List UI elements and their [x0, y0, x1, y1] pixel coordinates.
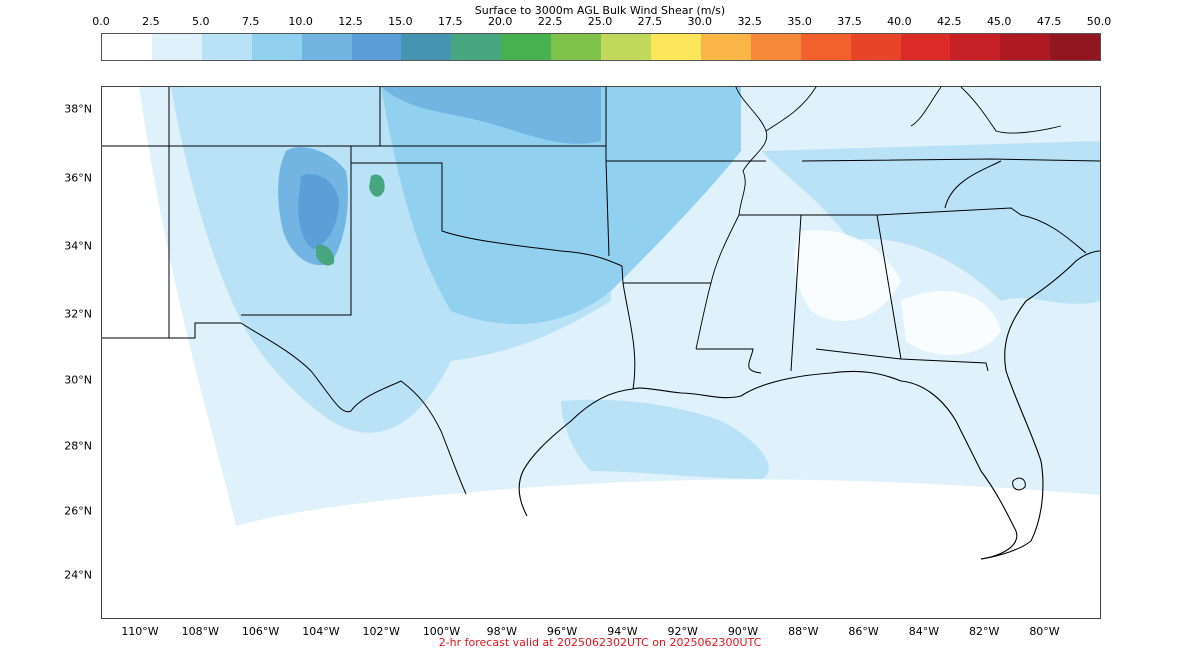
colorbar-swatch: [800, 34, 851, 60]
shear-max-1: [316, 244, 335, 266]
coastline-texas: [518, 388, 634, 517]
colorbar-swatch: [102, 34, 152, 60]
longitude-label: 80°W: [1029, 625, 1060, 638]
colorbar-swatch: [850, 34, 901, 60]
latitude-label: 28°N: [64, 439, 92, 453]
colorbar-tick-label: 42.5: [937, 15, 962, 28]
colorbar-swatch: [750, 34, 801, 60]
coastline-gulf: [632, 370, 1018, 560]
longitude-label: 86°W: [848, 625, 879, 638]
colorbar-tick-label: 7.5: [241, 15, 260, 28]
longitude-label: 104°W: [302, 625, 340, 638]
latitude-label: 30°N: [64, 373, 92, 387]
colorbar-tick-label: 2.5: [142, 15, 160, 28]
shear-low-ms: [794, 230, 901, 321]
longitude-label: 100°W: [422, 625, 461, 638]
colorbar-tick-label: 32.5: [737, 15, 762, 28]
forecast-valid-text: 2-hr forecast valid at 2025062302UTC on …: [438, 636, 762, 649]
river-ohio: [765, 87, 817, 132]
colorbar-tick-label: 27.5: [637, 15, 663, 28]
colorbar-swatch: [601, 34, 651, 60]
colorbar-swatch: [551, 34, 602, 60]
colorbar-swatch: [201, 34, 252, 60]
colorbar-tick-label: 17.5: [438, 15, 463, 28]
longitude-label: 110°W: [121, 625, 159, 638]
colorbar-tick-label: 5.0: [192, 15, 210, 28]
colorbar-swatch: [1050, 34, 1101, 60]
colorbar-swatch: [900, 34, 951, 60]
colorbar-swatch: [301, 34, 352, 60]
colorbar-tick-label: 35.0: [787, 15, 812, 28]
colorbar-tick-label: 25.0: [587, 15, 613, 28]
lake-okeechobee: [1012, 477, 1026, 491]
colorbar-swatch: [501, 34, 552, 60]
map-panel: [101, 86, 1101, 619]
state-borders-northeast: [910, 87, 1062, 134]
colorbar-swatch: [451, 34, 502, 60]
latitude-label: 34°N: [64, 239, 92, 253]
shear-low-ga: [901, 291, 1001, 355]
colorbar-swatch: [1000, 34, 1051, 60]
longitude-label: 108°W: [181, 625, 219, 638]
colorbar-tick-label: 22.5: [537, 15, 563, 28]
shear-core-nm: [298, 173, 339, 249]
colorbar-swatch: [151, 34, 202, 60]
colorbar-swatch: [650, 34, 701, 60]
colorbar-tick-label: 12.5: [338, 15, 363, 28]
shear-field-panhandle: [381, 87, 601, 144]
river-mississippi: [695, 87, 768, 350]
coastline-atlantic: [980, 250, 1100, 560]
latitude-label: 32°N: [64, 307, 92, 321]
colorbar-tick-label: 15.0: [388, 15, 413, 28]
longitude-label: 92°W: [667, 625, 698, 638]
colorbar-tick-label: 20.0: [487, 15, 513, 28]
longitude-label: 82°W: [969, 625, 1000, 638]
colorbar-tick-label: 30.0: [687, 15, 713, 28]
longitude-label: 106°W: [241, 625, 280, 638]
longitude-label: 98°W: [486, 625, 517, 638]
state-borders: [102, 87, 1100, 495]
longitude-label: 90°W: [727, 625, 759, 638]
colorbar-swatch: [950, 34, 1001, 60]
map-canvas: [102, 87, 1100, 560]
colorbar-tick-label: 50.0: [1086, 15, 1112, 28]
colorbar-swatch: [351, 34, 402, 60]
colorbar-swatch: [700, 34, 751, 60]
colorbar-title: Surface to 3000m AGL Bulk Wind Shear (m/…: [474, 4, 726, 17]
longitude-label: 94°W: [607, 625, 638, 638]
colorbar-swatch: [401, 34, 452, 60]
colorbar-tick-label: 47.5: [1036, 15, 1062, 28]
shear-field-east: [761, 141, 1100, 304]
colorbar-tick-label: 37.5: [837, 15, 862, 28]
longitude-label: 96°W: [546, 625, 578, 638]
latitude-label: 26°N: [64, 504, 92, 518]
latitude-label: 36°N: [64, 171, 92, 185]
colorbar: [101, 33, 1101, 61]
colorbar-tick-label: 0.0: [92, 15, 110, 28]
shear-field-gulf: [561, 399, 769, 479]
latitude-label: 24°N: [64, 568, 92, 582]
latitude-label: 38°N: [64, 102, 92, 116]
colorbar-tick-label: 40.0: [887, 15, 912, 28]
longitude-label: 88°W: [788, 625, 819, 638]
colorbar-tick-label: 10.0: [288, 15, 313, 28]
colorbar-swatch: [251, 34, 302, 60]
longitude-label: 84°W: [908, 625, 940, 638]
shear-max-2: [369, 174, 385, 197]
colorbar-tick-label: 45.0: [986, 15, 1012, 28]
longitude-label: 102°W: [362, 625, 400, 638]
